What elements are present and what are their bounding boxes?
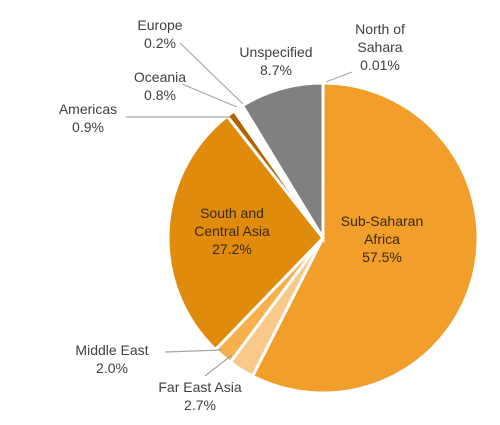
slice-value-europe: 0.2% <box>144 35 176 51</box>
leader-line-middle-east <box>164 349 223 353</box>
leader-line-oceania <box>181 83 238 108</box>
leader-line-north-of-sahara <box>325 71 353 83</box>
slice-value-unspecified: 8.7% <box>260 62 292 78</box>
slice-label-sub-saharan-africa: Sub-Saharan Africa 57.5% <box>341 213 424 265</box>
slice-label-north-of-sahara: North of Sahara 0.01% <box>355 21 405 73</box>
slice-name-oceania: Oceania <box>134 69 186 85</box>
slice-value-americas: 0.9% <box>72 119 104 135</box>
slice-value-far-east-asia: 2.7% <box>184 397 216 413</box>
slice-value-sub-saharan-africa: 57.5% <box>362 249 402 265</box>
pie-slice-sub-saharan-africa <box>250 81 480 395</box>
slice-label-south-and-central-asia: South and Central Asia 27.2% <box>194 205 270 257</box>
slice-name-sub-saharan-africa: Africa <box>364 231 400 247</box>
slice-value-north-of-sahara: 0.01% <box>360 57 400 73</box>
leader-line-far-east-asia <box>204 354 233 377</box>
slice-name-far-east-asia: Far East Asia <box>158 379 241 395</box>
slice-label-far-east-asia: Far East Asia 2.7% <box>158 379 241 413</box>
slice-value-south-and-central-asia: 27.2% <box>212 241 252 257</box>
slice-label-unspecified: Unspecified 8.7% <box>239 44 312 78</box>
slice-value-oceania: 0.8% <box>144 87 176 103</box>
slice-name-americas: Americas <box>59 101 117 117</box>
slice-name-middle-east: Middle East <box>75 342 148 358</box>
slice-label-middle-east: Middle East 2.0% <box>75 342 148 376</box>
pie-slice-unspecified <box>240 81 325 244</box>
slice-name-north-of-sahara: Sahara <box>357 39 402 55</box>
slice-label-americas: Americas 0.9% <box>59 101 117 135</box>
slice-name-north-of-sahara: North of <box>355 21 405 37</box>
slice-name-south-and-central-asia: Central Asia <box>194 223 270 239</box>
slice-label-oceania: Oceania 0.8% <box>134 69 186 103</box>
pie-slice-south-and-central-asia <box>166 114 325 352</box>
slice-name-sub-saharan-africa: Sub-Saharan <box>341 213 424 229</box>
slice-value-middle-east: 2.0% <box>96 360 128 376</box>
slice-name-south-and-central-asia: South and <box>200 205 264 221</box>
slice-name-europe: Europe <box>137 17 182 33</box>
slice-name-unspecified: Unspecified <box>239 44 312 60</box>
leader-line-europe <box>179 42 244 105</box>
slice-label-europe: Europe 0.2% <box>137 17 182 51</box>
